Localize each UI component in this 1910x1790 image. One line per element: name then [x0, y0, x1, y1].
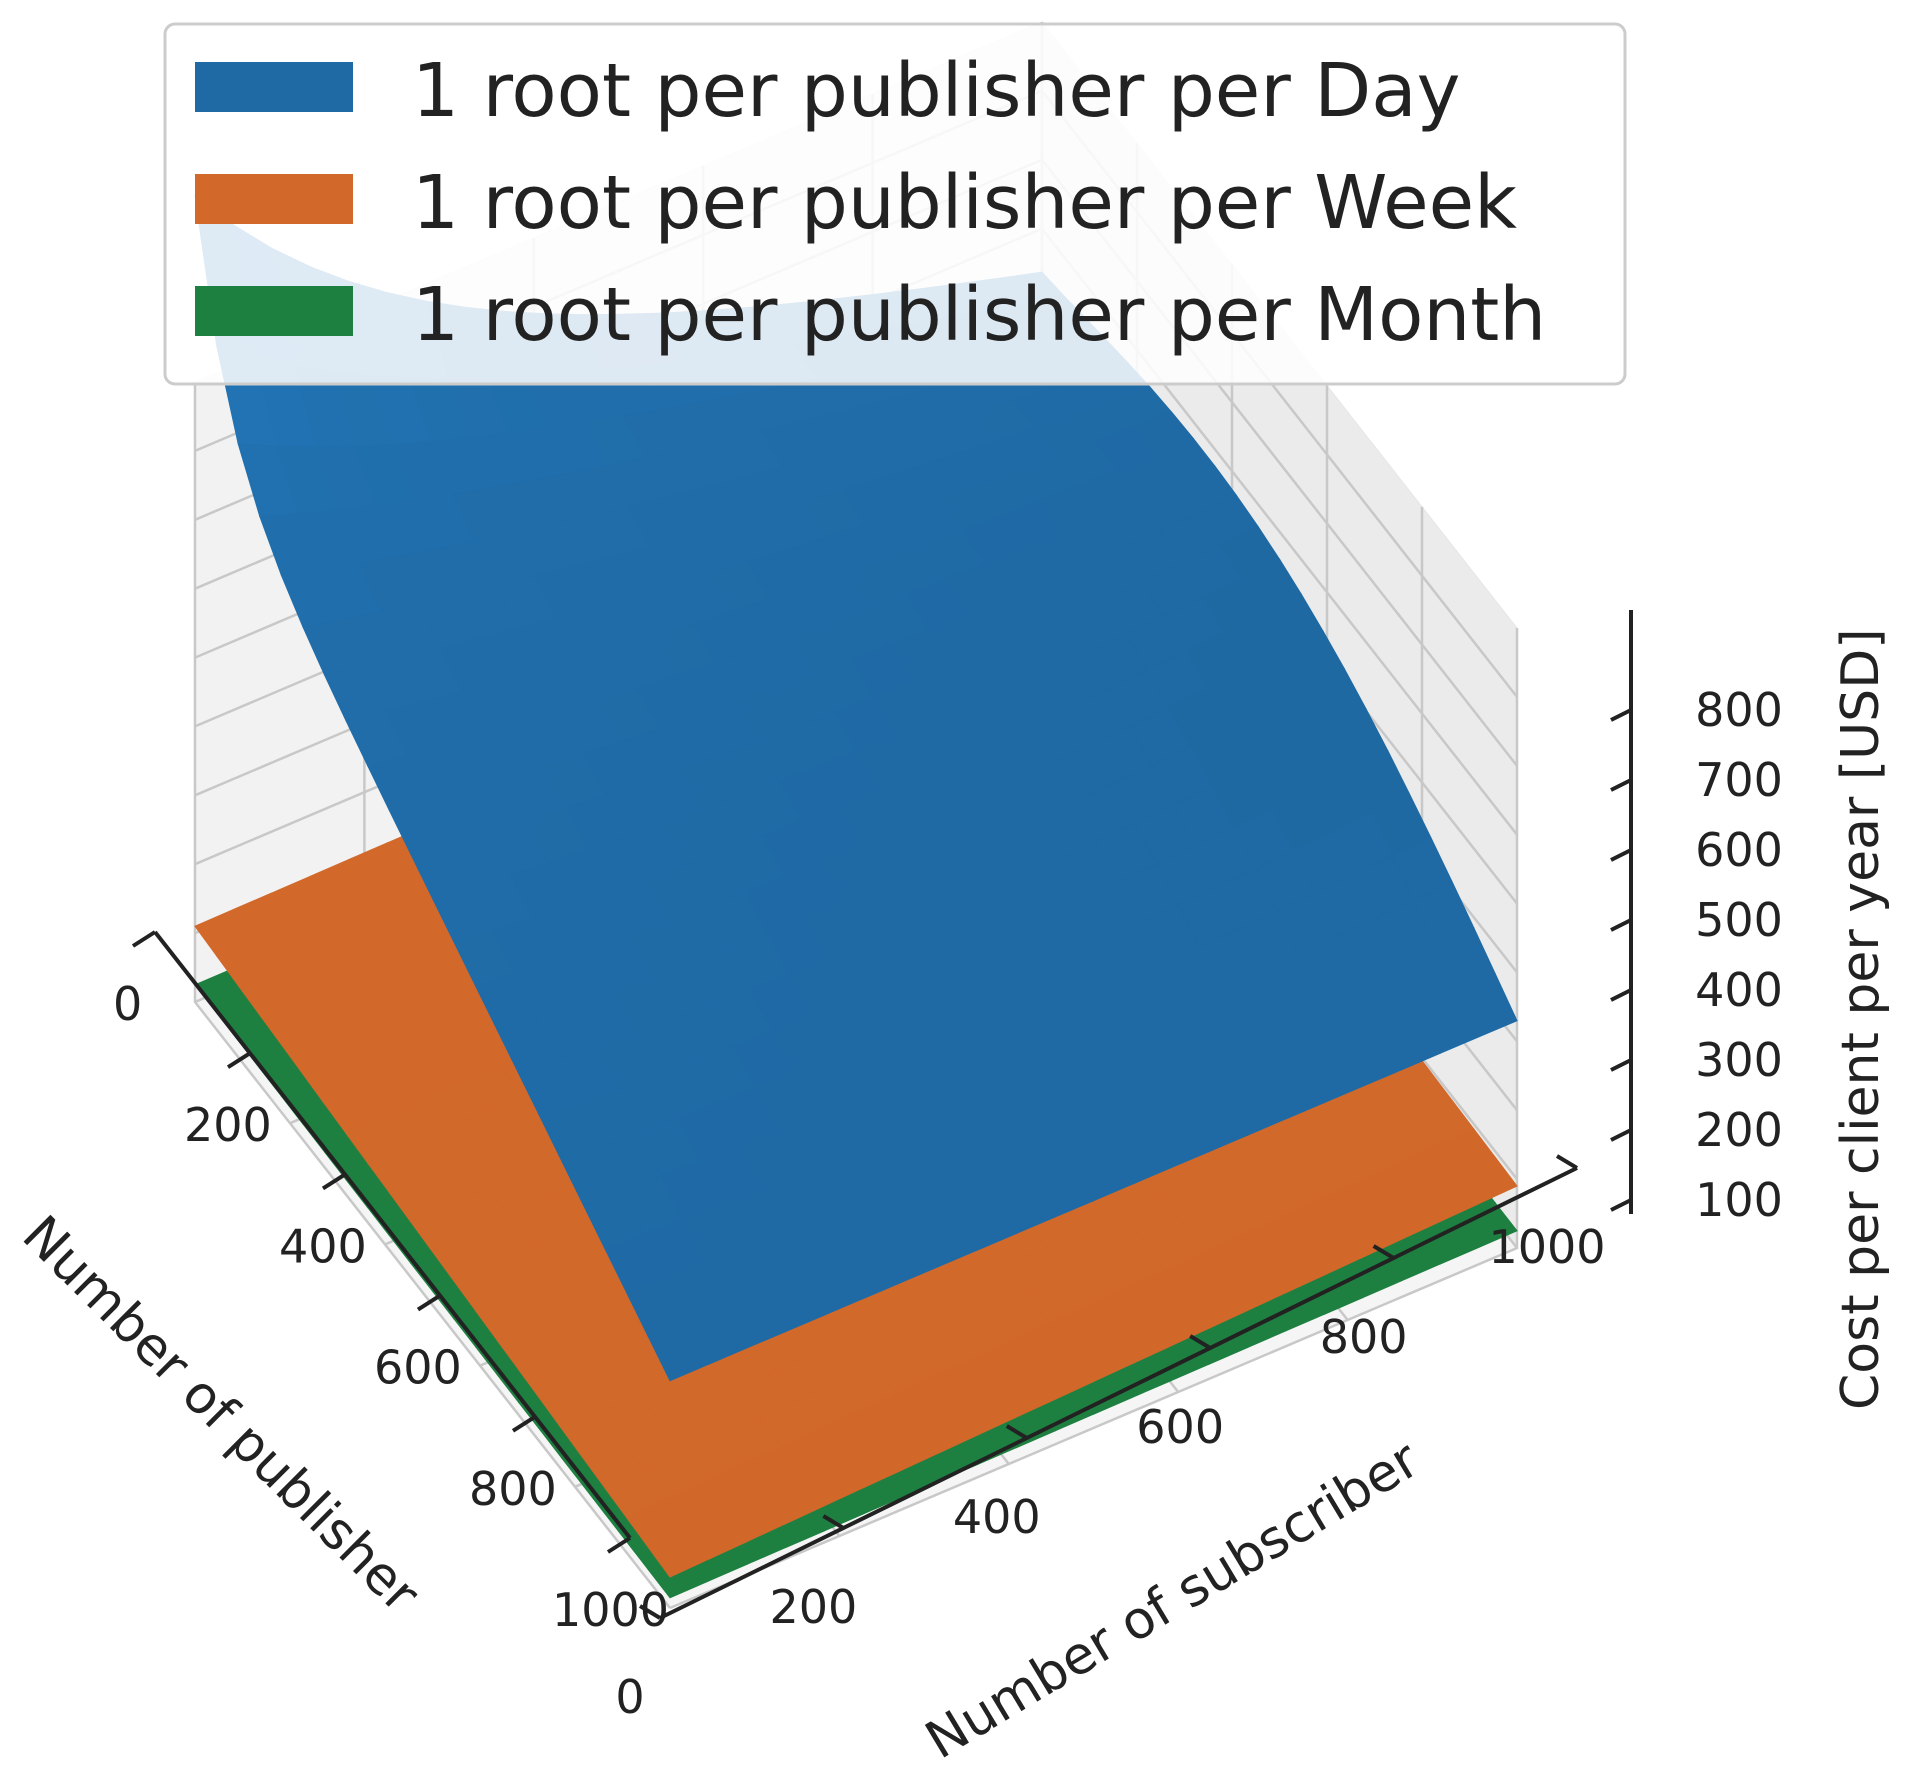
tick-labels: 0 200 400 600 800 1000 0 200 400 600 800 1000 100 200… [113, 683, 1783, 1724]
y-tick-mark-200 [822, 1514, 845, 1530]
y-tick-label: 200 [769, 1580, 857, 1634]
legend-swatch-month [195, 286, 353, 336]
x-tick-mark-400 [321, 1172, 347, 1191]
z-tick-label: 300 [1695, 1033, 1783, 1087]
z-tick-mark-800 [1610, 708, 1632, 722]
x-tick-label: 800 [469, 1462, 557, 1516]
z-tick-label: 100 [1695, 1173, 1783, 1227]
y-tick-label: 0 [615, 1670, 644, 1724]
legend-swatch-day [195, 62, 353, 112]
z-tick-label: 400 [1695, 963, 1783, 1017]
y-tick-mark-0 [638, 1604, 662, 1620]
z-tick-mark-200 [1610, 1128, 1632, 1142]
surface-week-facet [647, 1529, 710, 1578]
legend-label-week: 1 root per publisher per Week [412, 160, 1517, 246]
z-tick-mark-100 [1610, 1198, 1632, 1212]
legend: 1 root per publisher per Day 1 root per … [163, 22, 1627, 386]
x-tick-mark-600 [416, 1293, 442, 1312]
z-tick-mark-500 [1610, 918, 1632, 932]
surfaces [194, 194, 1518, 1599]
y-tick-mark-400 [1005, 1424, 1028, 1440]
x-axis-label: Number of publisher [11, 1205, 431, 1625]
x-tick-label: 600 [374, 1341, 462, 1395]
x-tick-label: 0 [113, 977, 142, 1031]
axes [131, 610, 1633, 1620]
y-axis-line [659, 1166, 1578, 1620]
z-tick-mark-300 [1610, 1058, 1632, 1072]
y-tick-mark-1000 [1555, 1154, 1579, 1170]
z-tick-label: 500 [1695, 893, 1783, 947]
x-axis-line [153, 930, 632, 1540]
y-tick-label: 600 [1136, 1400, 1224, 1454]
x-tick-mark-200 [226, 1051, 252, 1069]
y-tick-mark-800 [1372, 1244, 1395, 1260]
legend-frame [163, 22, 1627, 386]
y-tick-label: 400 [953, 1490, 1041, 1544]
x-tick-label: 400 [279, 1219, 367, 1273]
x-tick-mark-800 [511, 1415, 537, 1433]
y-tick-mark-600 [1189, 1334, 1212, 1350]
y-tick-label: 800 [1320, 1310, 1408, 1364]
y-tick-label: 1000 [1488, 1220, 1605, 1274]
surface-day [194, 194, 1518, 1382]
surface-day-facet [647, 1320, 710, 1382]
z-tick-mark-700 [1610, 778, 1632, 792]
z-tick-label: 200 [1695, 1103, 1783, 1157]
z-tick-label: 600 [1695, 823, 1783, 877]
z-tick-label: 800 [1695, 683, 1783, 737]
z-tick-mark-400 [1610, 988, 1632, 1002]
x-tick-label: 200 [184, 1098, 272, 1152]
z-tick-mark-600 [1610, 848, 1632, 862]
x-tick-mark-0 [131, 930, 157, 948]
x-tick-mark-1000 [606, 1536, 632, 1554]
y-axis-label: Number of subscriber [916, 1429, 1430, 1771]
legend-label-day: 1 root per publisher per Day [412, 48, 1460, 134]
legend-label-month: 1 root per publisher per Month [412, 272, 1546, 358]
x-tick-label: 1000 [552, 1583, 669, 1637]
z-axis-label: Cost per client per year [USD] [1831, 628, 1891, 1410]
legend-swatch-week [195, 174, 353, 224]
z-tick-label: 700 [1695, 753, 1783, 807]
